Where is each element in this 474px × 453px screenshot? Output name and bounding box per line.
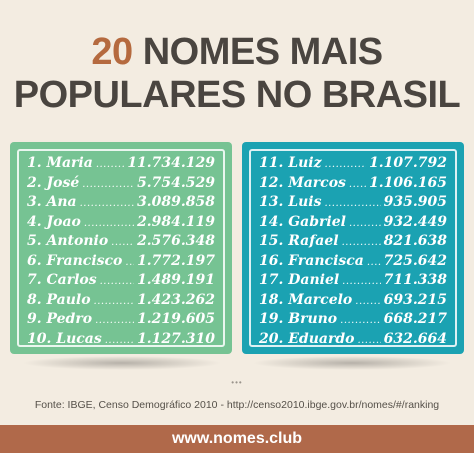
panel-shadow-right	[252, 356, 452, 370]
list-item: 3. Ana.........................3.089.858	[27, 194, 215, 214]
names-panel-right: 11. Luiz.........................1.107.7…	[242, 142, 464, 354]
list-item: 19. Bruno.....................668.217	[259, 311, 447, 331]
list-item-leader: .........................	[83, 217, 134, 229]
list-item: 18. Marcelo................693.215	[259, 292, 447, 312]
list-item-name: 9. Pedro	[27, 311, 93, 327]
panel-shadow-left	[22, 356, 222, 370]
list-item: 11. Luiz.........................1.107.7…	[259, 155, 447, 175]
list-item-value: 3.089.858	[137, 194, 215, 210]
list-item-value: 2.984.119	[137, 213, 215, 230]
list-item-value: 821.638	[383, 233, 447, 249]
list-item: 8. Paulo.........................1.423.2…	[27, 292, 215, 312]
list-item: 13. Luis.........................935.905	[259, 194, 447, 214]
title-number: 20	[91, 31, 133, 73]
list-item-leader: ...................	[348, 178, 366, 190]
page-title-line-2: POPULARES NO BRASIL	[13, 74, 461, 116]
list-item-value: 935.905	[383, 194, 447, 210]
list-item-leader: ................	[355, 295, 381, 307]
list-item-leader: ...................	[348, 217, 381, 229]
list-item-leader: ..............	[366, 256, 381, 268]
list-item: 5. Antonio..................2.576.348	[27, 233, 215, 253]
list-item: 1. Maria..................11.734.129	[27, 155, 215, 175]
list-item: 10. Lucas........................1.127.3…	[27, 331, 215, 351]
list-item-name: 4. Joao	[27, 213, 81, 230]
list-item-name: 10. Lucas	[27, 330, 102, 347]
list-item-value: 1.106.165	[369, 174, 447, 191]
list-item-value: 1.772.197	[137, 252, 215, 269]
list-item-leader: .........................	[79, 198, 135, 209]
list-item-value: 1.489.191	[137, 272, 215, 288]
list-item-leader: ...............	[125, 256, 134, 268]
footer-site-link[interactable]: www.nomes.club	[0, 425, 474, 453]
list-item-name: 3. Ana	[27, 194, 77, 210]
list-item: 17. Daniel...................711.338	[259, 272, 447, 292]
list-item-leader: ........................	[104, 334, 135, 346]
list-item-leader: .........................	[324, 198, 380, 209]
source-caption: Fonte: IBGE, Censo Demográfico 2010 - ht…	[34, 399, 440, 411]
list-item-leader: .........................	[95, 315, 134, 326]
list-item-name: 2. José	[27, 174, 80, 191]
list-item-leader: ...................	[341, 237, 381, 248]
list-item-leader: .........................	[324, 159, 367, 170]
list-item-leader: ..................	[95, 159, 124, 170]
list-item-value: 711.338	[383, 272, 447, 288]
list-item: 15. Rafael...................821.638	[259, 233, 447, 253]
list-item: 16. Francisca..............725.642	[259, 253, 447, 273]
list-item-name: 19. Bruno	[259, 311, 338, 327]
list-item-name: 16. Francisca	[259, 252, 364, 269]
list-item-leader: ................	[357, 334, 380, 346]
list-item-value: 632.664	[383, 330, 447, 347]
list-item: 14. Gabriel...................932.449	[259, 214, 447, 234]
list-item: 2. José.........................5.754.52…	[27, 175, 215, 195]
list-item-value: 2.576.348	[137, 233, 215, 249]
list-item-value: 1.107.792	[369, 155, 447, 171]
list-item-leader: ...................	[342, 276, 381, 287]
list-item-name: 20. Eduardo	[259, 330, 355, 347]
list-item: 12. Marcos...................1.106.165	[259, 175, 447, 195]
list-item-name: 18. Marcelo	[259, 291, 353, 308]
pagination-dots[interactable]: •••	[231, 378, 243, 387]
list-item-leader: .....................	[340, 315, 381, 326]
list-item-value: 932.449	[383, 213, 447, 230]
list-item-value: 725.642	[383, 252, 447, 269]
list-item-name: 12. Marcos	[259, 174, 346, 191]
list-item-name: 15. Rafael	[259, 233, 339, 249]
list-item-name: 1. Maria	[27, 155, 93, 171]
list-item-name: 8. Paulo	[27, 291, 91, 308]
title-text: NOMES MAIS	[132, 31, 383, 73]
list-item-leader: .........................	[93, 295, 135, 307]
list-item-value: 1.423.262	[137, 291, 215, 308]
list-item-value: 11.734.129	[127, 155, 215, 171]
list-item: 4. Joao.........................2.984.11…	[27, 214, 215, 234]
list-item-name: 17. Daniel	[259, 272, 340, 288]
list-item: 9. Pedro.........................1.219.6…	[27, 311, 215, 331]
list-item-name: 14. Gabriel	[259, 213, 346, 230]
list-item-leader: ..................	[111, 237, 134, 248]
list-item-name: 7. Carlos	[27, 272, 97, 288]
list-item-leader: .........................	[82, 178, 134, 190]
list-item-value: 1.219.605	[137, 311, 215, 327]
list-item-name: 5. Antonio	[27, 233, 109, 249]
list-item-name: 11. Luiz	[259, 155, 322, 171]
list-item: 20. Eduardo................632.664	[259, 331, 447, 351]
list-item: 6. Francisco...............1.772.197	[27, 253, 215, 273]
list-item: 7. Carlos.........................1.489.…	[27, 272, 215, 292]
list-item-leader: .........................	[99, 276, 134, 287]
list-item-value: 693.215	[383, 291, 447, 308]
list-item-name: 6. Francisco	[27, 252, 123, 269]
list-item-value: 668.217	[383, 311, 447, 327]
page-title-line-1: 20 NOMES MAIS	[0, 30, 474, 74]
list-item-value: 5.754.529	[137, 174, 215, 191]
names-list-right: 11. Luiz.........................1.107.7…	[249, 149, 457, 347]
list-item-value: 1.127.310	[137, 330, 215, 347]
list-item-name: 13. Luis	[259, 194, 322, 210]
